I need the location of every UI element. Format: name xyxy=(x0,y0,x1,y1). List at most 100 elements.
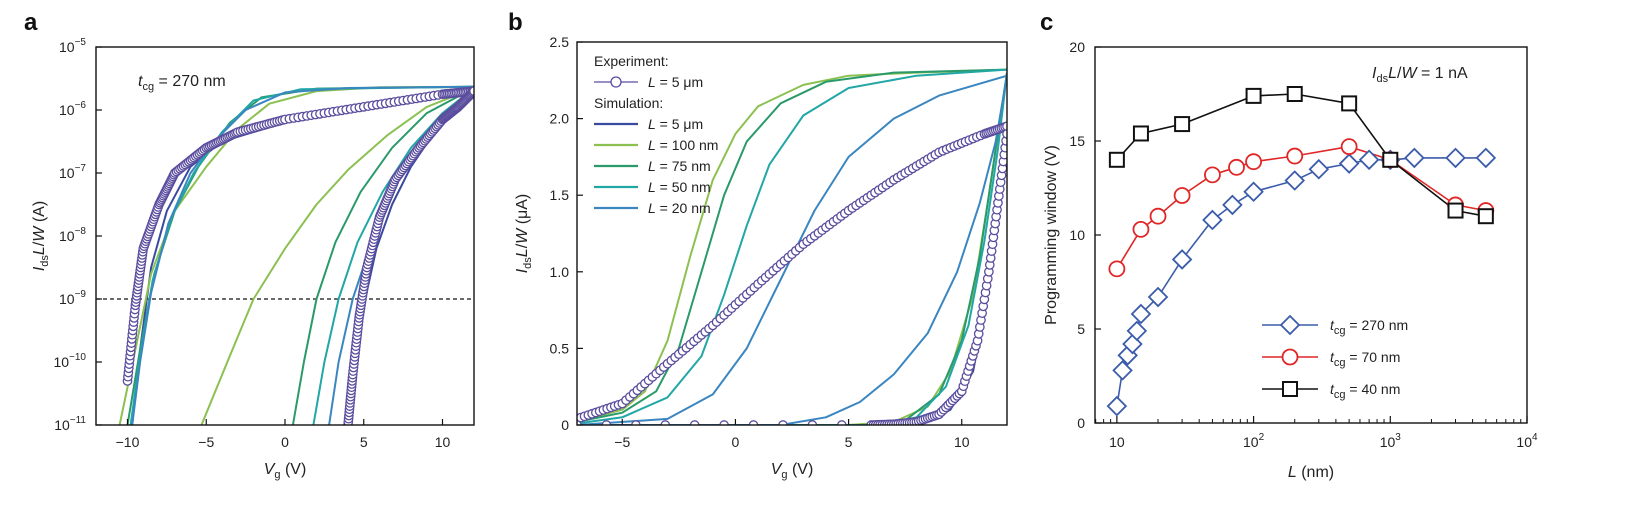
panel-b: b −5 0 5 10 0 0.5 1.0 1.5 2.0 2.5 Vg (V) IdsL/W (μA)… xyxy=(508,9,1008,481)
data-point-c_270 xyxy=(1171,249,1193,270)
x-tick-label: 10 xyxy=(954,434,970,450)
data-point-c_270 xyxy=(1404,147,1425,169)
y-tick-label: 10−5 xyxy=(59,37,86,55)
data-point-c_70 xyxy=(1204,166,1221,184)
x-tick-label: −5 xyxy=(198,434,214,450)
legend-label-sim_100nm: L = 100 nm xyxy=(648,137,718,153)
data-point-c_270 xyxy=(1130,303,1152,325)
data-point-c_40 xyxy=(1132,125,1149,142)
data-point-c_270 xyxy=(1106,395,1128,417)
y-tick-label: 5 xyxy=(1077,321,1085,337)
data-point-c_70 xyxy=(1149,207,1167,225)
legend-label-c_70: tcg = 70 nm xyxy=(1330,349,1400,369)
data-point-c_70 xyxy=(1340,138,1358,156)
x-tick-label: 0 xyxy=(281,434,289,450)
x-tick-label: 10 xyxy=(435,434,451,450)
y-tick-label: 2.5 xyxy=(550,34,570,50)
data-point-c_40 xyxy=(1245,87,1262,104)
y-axis-label-a: IdsL/W (A) xyxy=(31,201,51,271)
series-sim_100nm-forward xyxy=(577,68,1007,423)
data-point-c_70 xyxy=(1173,187,1191,204)
x-axis-label-c: L (nm) xyxy=(1288,464,1334,481)
x-axis-label-b: Vg (V) xyxy=(771,461,814,481)
legend-label-sim_75nm: L = 75 nm xyxy=(648,158,711,174)
y-tick-label: 10−7 xyxy=(59,163,86,181)
x-axis-label-a: Vg (V) xyxy=(264,461,307,481)
legend-label-c_270: tcg = 270 nm xyxy=(1330,317,1408,337)
y-tick-label: 10−11 xyxy=(54,415,86,433)
data-point-c_40 xyxy=(1447,202,1464,219)
data-point-c_40 xyxy=(1286,86,1303,102)
legend-label-sim_20nm: L = 20 nm xyxy=(648,200,711,216)
axes-frame-b xyxy=(576,41,1008,426)
data-point-c_70 xyxy=(1245,153,1262,171)
legend-title-simulation: Simulation: xyxy=(594,95,663,111)
y-tick-label: 10−8 xyxy=(59,226,86,244)
x-tick-label: 104 xyxy=(1516,432,1538,450)
x-tick-label: 5 xyxy=(845,434,853,450)
data-point-c_270 xyxy=(1243,181,1264,203)
data-point-c_40 xyxy=(1477,208,1494,225)
legend-b: Experiment: L = 5 μm Simulation: L = 5 μm L … xyxy=(594,53,718,216)
legend-marker-c_270 xyxy=(1279,314,1301,336)
data-point-c_40 xyxy=(1174,116,1191,133)
series-sim_75nm-reverse xyxy=(291,87,474,425)
x-tick-label: 0 xyxy=(732,434,740,450)
series-c_70-line xyxy=(1116,145,1486,270)
legend-label-sim_50nm: L = 50 nm xyxy=(648,179,711,195)
y-tick-label: 15 xyxy=(1069,133,1085,149)
legend-marker-exp xyxy=(610,76,622,88)
data-point-c_70 xyxy=(1228,158,1245,176)
plot-area-a xyxy=(96,85,474,425)
y-tick-label: 10−6 xyxy=(59,100,86,118)
data-point-c_40 xyxy=(1108,151,1125,168)
data-point-c_70 xyxy=(1286,147,1304,165)
series-sim_20nm-forward xyxy=(131,85,474,425)
y-tick-label: 10 xyxy=(1069,227,1085,243)
data-point-c_270 xyxy=(1445,147,1466,169)
annotation-ids: IdsL/W = 1 nA xyxy=(1372,65,1468,85)
legend-c: tcg = 270 nm tcg = 70 nm tcg = 40 nm xyxy=(1262,314,1408,401)
x-tick-label: 102 xyxy=(1243,432,1265,450)
data-point-c_270 xyxy=(1475,147,1497,169)
data-point-c_270 xyxy=(1112,360,1133,381)
series-sim_100nm-reverse xyxy=(200,87,474,425)
x-tick-label: 10 xyxy=(1109,434,1125,450)
y-tick-label: 0.5 xyxy=(550,340,570,356)
data-point-c_270 xyxy=(1338,153,1360,174)
y-tick-label: 0 xyxy=(1077,415,1085,431)
plot-area-b xyxy=(577,68,1007,425)
data-point-c_270 xyxy=(1126,320,1148,342)
y-tick-label: 10−10 xyxy=(53,352,86,370)
legend-marker-c_40 xyxy=(1282,381,1298,397)
data-point-c_70 xyxy=(1132,220,1150,238)
y-tick-label: 1.0 xyxy=(550,264,570,280)
y-axis-label-c: Programming window (V) xyxy=(1043,145,1060,325)
data-point-c_40 xyxy=(1341,95,1358,112)
legend-marker-c_70 xyxy=(1281,348,1299,366)
series-sim_75nm-forward xyxy=(577,68,1007,423)
series-sim_50nm-forward xyxy=(577,68,1007,425)
data-point-c_270 xyxy=(1308,158,1330,180)
x-tick-label: −5 xyxy=(614,434,630,450)
legend-title-experiment: Experiment: xyxy=(594,53,669,69)
panel-c: c 10 102 103 104 0 5 10 15 20 L (nm) Programming wi… xyxy=(1040,9,1538,481)
series-sim_20nm-reverse xyxy=(577,75,1007,425)
data-point-c_270 xyxy=(1202,209,1223,231)
data-point-c_270 xyxy=(1147,286,1169,308)
legend-label-exp: L = 5 μm xyxy=(648,74,703,90)
x-tick-label: −10 xyxy=(116,434,140,450)
data-point-c_270 xyxy=(1358,149,1380,171)
panel-letter-a: a xyxy=(24,9,38,36)
data-point-c_40 xyxy=(1382,151,1399,168)
y-tick-label: 20 xyxy=(1069,39,1085,55)
annotation-tcg: tcg = 270 nm xyxy=(138,73,226,93)
plot-area-c xyxy=(1106,86,1497,417)
data-point-c_270 xyxy=(1222,194,1243,216)
y-tick-label: 1.5 xyxy=(550,187,570,203)
y-tick-label: 0 xyxy=(561,417,569,433)
panel-letter-c: c xyxy=(1040,9,1053,36)
panel-a: a −10 −5 0 5 10 10−11 10−10 10−9 10−8 10−7 10−6 10−5… xyxy=(24,9,475,481)
x-tick-label: 103 xyxy=(1380,432,1402,450)
